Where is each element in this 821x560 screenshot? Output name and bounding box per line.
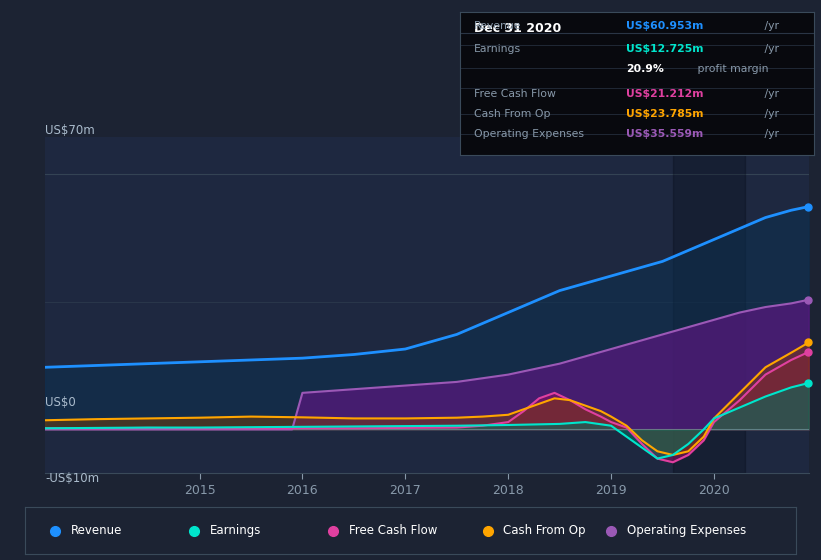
Text: US$23.785m: US$23.785m: [626, 109, 704, 119]
Text: /yr: /yr: [761, 21, 779, 31]
Text: Dec 31 2020: Dec 31 2020: [474, 22, 562, 35]
Text: US$21.212m: US$21.212m: [626, 90, 704, 100]
Text: Cash From Op: Cash From Op: [474, 109, 550, 119]
Text: Operating Expenses: Operating Expenses: [626, 524, 745, 537]
Text: /yr: /yr: [761, 129, 779, 139]
Text: Earnings: Earnings: [210, 524, 261, 537]
Text: US$60.953m: US$60.953m: [626, 21, 704, 31]
Text: profit margin: profit margin: [694, 64, 768, 74]
Text: US$0: US$0: [45, 396, 76, 409]
Text: Cash From Op: Cash From Op: [503, 524, 585, 537]
Text: /yr: /yr: [761, 109, 779, 119]
Bar: [673, 137, 745, 473]
Text: 20.9%: 20.9%: [626, 64, 664, 74]
Text: Operating Expenses: Operating Expenses: [474, 129, 584, 139]
Text: US$35.559m: US$35.559m: [626, 129, 704, 139]
Text: /yr: /yr: [761, 90, 779, 100]
Text: Revenue: Revenue: [474, 21, 521, 31]
Text: US$12.725m: US$12.725m: [626, 44, 704, 54]
Text: Earnings: Earnings: [474, 44, 521, 54]
Text: Free Cash Flow: Free Cash Flow: [349, 524, 437, 537]
Text: /yr: /yr: [761, 44, 779, 54]
Text: Revenue: Revenue: [71, 524, 122, 537]
Text: Free Cash Flow: Free Cash Flow: [474, 90, 556, 100]
Text: US$70m: US$70m: [45, 124, 95, 137]
Text: -US$10m: -US$10m: [45, 472, 99, 484]
